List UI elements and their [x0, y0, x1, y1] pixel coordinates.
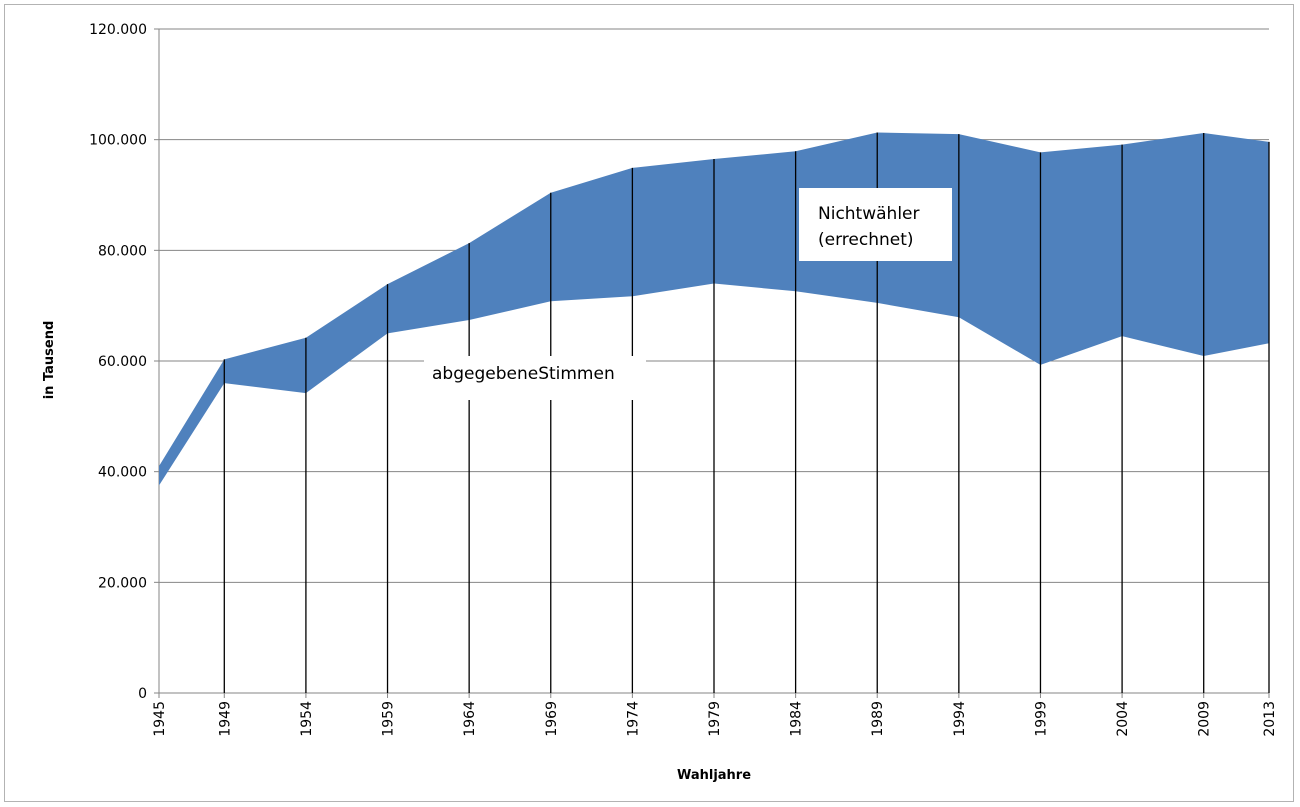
y-tick-label-120000: 120.000 — [89, 22, 147, 38]
x-tick-label-1954: 1954 — [299, 701, 315, 737]
x-tick-label-1989: 1989 — [870, 701, 886, 737]
y-axis-tick-labels: 0 20.000 40.000 60.000 80.000 100.000 120.000 — [89, 22, 147, 702]
x-axis-title: Wahljahre — [677, 768, 751, 783]
annotation-abgegebene-stimmen: abgegebeneStimmen — [432, 364, 615, 384]
annotation-nichtwaehler: Nichtwähler — [818, 204, 920, 224]
y-tick-label-20000: 20.000 — [98, 575, 147, 591]
x-tick-label-1945: 1945 — [152, 701, 168, 737]
chart-frame — [4, 4, 1294, 802]
x-tick-label-1964: 1964 — [462, 701, 478, 737]
annotation-errechnet: (errechnet) — [818, 230, 914, 250]
y-tick-label-80000: 80.000 — [98, 243, 147, 259]
x-axis-tick-labels: 1945 1949 1954 1959 1964 1969 1974 1979 1984 1989… — [152, 693, 1278, 737]
x-tick-label-2004: 2004 — [1115, 701, 1131, 737]
x-tick-label-2009: 2009 — [1197, 701, 1213, 737]
x-tick-label-1984: 1984 — [789, 701, 805, 737]
x-tick-label-1979: 1979 — [707, 701, 723, 737]
x-tick-label-1974: 1974 — [625, 701, 641, 737]
x-tick-label-1959: 1959 — [381, 701, 397, 737]
area-band — [159, 132, 1269, 486]
y-tick-label-60000: 60.000 — [98, 354, 147, 370]
y-tick-label-100000: 100.000 — [89, 133, 147, 149]
annotation-nichtwaehler-background — [799, 188, 952, 261]
x-tick-label-1949: 1949 — [217, 701, 233, 737]
y-axis-title: in Tausend — [42, 321, 57, 400]
y-tick-label-0: 0 — [138, 686, 147, 702]
x-tick-label-2013: 2013 — [1262, 701, 1278, 737]
x-tick-label-1969: 1969 — [544, 701, 560, 737]
annotation-abgegebene-background — [424, 356, 646, 400]
y-tick-label-40000: 40.000 — [98, 465, 147, 481]
x-tick-label-1999: 1999 — [1033, 701, 1049, 737]
x-tick-label-1994: 1994 — [952, 701, 968, 737]
